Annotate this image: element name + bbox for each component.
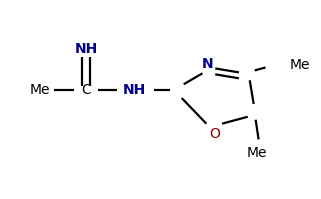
Text: Me: Me xyxy=(30,83,50,97)
Text: Me: Me xyxy=(289,59,310,72)
Text: NH: NH xyxy=(74,42,98,56)
Text: NH: NH xyxy=(123,83,146,97)
Text: N: N xyxy=(202,57,213,70)
Text: C: C xyxy=(81,83,91,97)
Text: O: O xyxy=(209,127,220,140)
Text: Me: Me xyxy=(247,146,267,160)
